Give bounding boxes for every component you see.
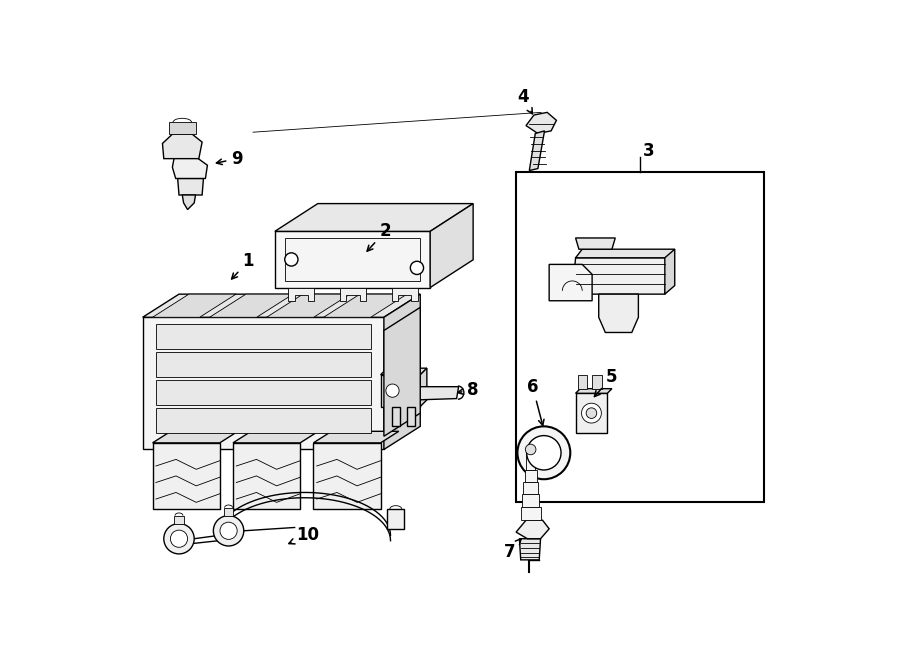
Circle shape: [410, 261, 424, 274]
Circle shape: [586, 408, 597, 418]
Bar: [526, 453, 536, 470]
Polygon shape: [381, 368, 427, 375]
Polygon shape: [407, 407, 415, 426]
Polygon shape: [288, 288, 314, 301]
Circle shape: [526, 444, 536, 455]
Polygon shape: [233, 443, 301, 509]
Polygon shape: [576, 393, 608, 433]
Circle shape: [581, 403, 601, 423]
Polygon shape: [576, 238, 616, 249]
Bar: [156, 408, 371, 433]
Text: 9: 9: [216, 149, 243, 168]
Circle shape: [170, 530, 187, 547]
Bar: [156, 380, 371, 405]
Bar: [156, 352, 371, 377]
Bar: [175, 516, 184, 524]
Polygon shape: [549, 264, 592, 301]
Polygon shape: [572, 258, 668, 294]
Polygon shape: [153, 294, 236, 317]
Polygon shape: [313, 431, 399, 443]
Circle shape: [220, 522, 238, 539]
Bar: [592, 375, 602, 389]
Polygon shape: [324, 294, 407, 317]
Polygon shape: [576, 249, 675, 258]
Polygon shape: [392, 407, 400, 426]
Polygon shape: [210, 294, 293, 317]
Polygon shape: [384, 307, 420, 436]
Bar: [387, 509, 404, 529]
Polygon shape: [163, 134, 202, 159]
Polygon shape: [576, 389, 612, 393]
Circle shape: [284, 253, 298, 266]
Polygon shape: [266, 294, 350, 317]
Circle shape: [518, 426, 571, 479]
Text: 4: 4: [517, 88, 533, 114]
Polygon shape: [519, 539, 541, 560]
Polygon shape: [417, 387, 459, 400]
Polygon shape: [142, 317, 384, 449]
Bar: [521, 507, 541, 520]
Polygon shape: [153, 443, 220, 509]
Circle shape: [386, 384, 399, 397]
Circle shape: [164, 524, 194, 554]
Polygon shape: [430, 204, 473, 288]
Polygon shape: [598, 294, 638, 332]
Polygon shape: [274, 204, 473, 231]
Text: 10: 10: [289, 526, 320, 545]
Polygon shape: [274, 231, 430, 288]
Bar: [525, 470, 536, 482]
Polygon shape: [526, 112, 556, 134]
Polygon shape: [142, 294, 420, 317]
Bar: [169, 122, 195, 134]
Circle shape: [526, 436, 561, 470]
Bar: [522, 494, 539, 507]
Text: 3: 3: [643, 141, 654, 160]
Text: 8: 8: [458, 381, 479, 399]
Bar: [284, 238, 420, 281]
Polygon shape: [420, 368, 427, 407]
Polygon shape: [381, 375, 420, 407]
Polygon shape: [173, 157, 207, 178]
Polygon shape: [233, 431, 319, 443]
Bar: [224, 508, 233, 516]
Polygon shape: [392, 288, 418, 301]
Polygon shape: [665, 249, 675, 294]
Polygon shape: [313, 443, 381, 509]
Text: 1: 1: [231, 252, 254, 279]
Polygon shape: [384, 294, 420, 449]
Polygon shape: [183, 195, 195, 210]
Text: 2: 2: [367, 222, 391, 251]
Circle shape: [213, 516, 244, 546]
Bar: [156, 324, 371, 348]
Polygon shape: [516, 520, 549, 539]
Bar: [578, 375, 588, 389]
Polygon shape: [153, 431, 238, 443]
Polygon shape: [340, 288, 366, 301]
Bar: [524, 482, 538, 494]
Text: 5: 5: [594, 368, 617, 397]
Polygon shape: [529, 131, 544, 171]
Text: 6: 6: [526, 377, 544, 425]
Polygon shape: [177, 178, 203, 195]
Bar: [516, 172, 764, 502]
Text: 7: 7: [504, 539, 521, 561]
